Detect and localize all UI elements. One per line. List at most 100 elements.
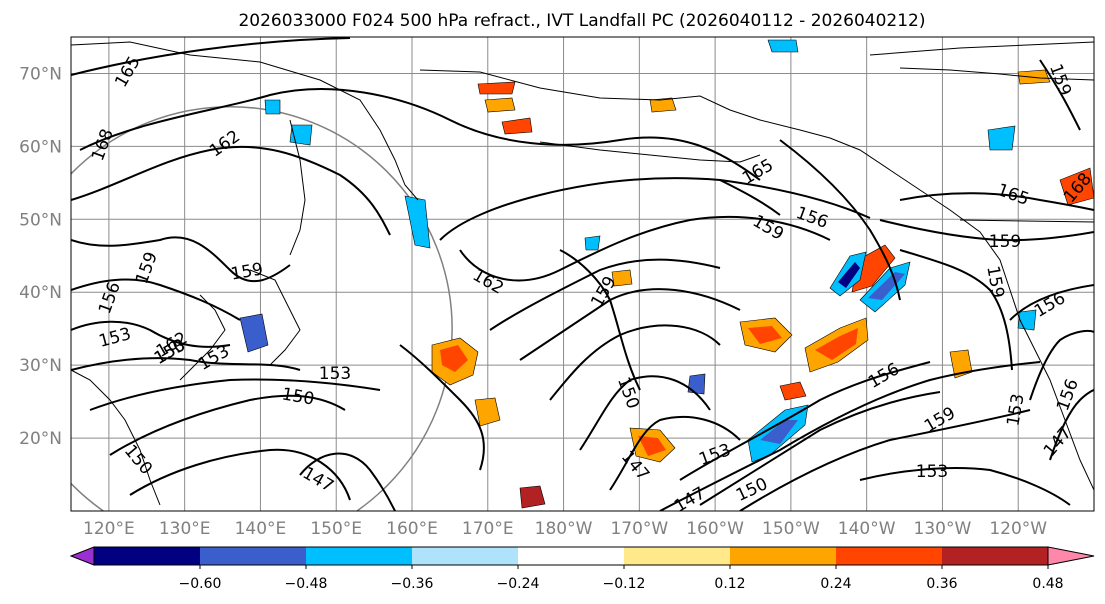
shade-patch [474,397,501,427]
shade-patch [484,97,516,113]
lat-tick-label: 50°N [19,210,62,230]
lon-tick-label: 160°E [386,519,438,539]
shade-patch [440,345,468,372]
shade-patch [638,436,666,456]
contour-line [459,215,831,282]
colorbar-extend-high [1047,546,1095,566]
contour-line [399,344,485,471]
contour-line [899,249,1013,371]
colorbar-tick-label: −0.48 [285,576,328,592]
contour-line [71,357,301,371]
contour-line [719,179,781,216]
shade-patch [987,125,1016,151]
contour-line [699,391,941,506]
shade-patch [239,313,269,353]
lon-tick-label: 140°W [838,519,896,539]
contour-line [489,258,721,331]
colorbar-tick-label: 0.36 [926,576,957,592]
contour-line [679,361,931,481]
contour-label: 159 [989,232,1021,252]
contour-line [779,139,901,301]
colorbar-swatch [94,547,201,565]
colorbar-swatch [942,547,1049,565]
colorbar-swatch [624,547,731,565]
contour-line [1009,284,1094,321]
shade-patch [815,328,858,360]
colorbar-swatch [200,547,307,565]
shade-patch [501,117,533,135]
shade-patch [687,373,706,395]
colorbar-frame [93,546,1049,566]
contour-line [299,452,396,511]
lat-tick-label: 70°N [19,64,62,84]
lon-tick-label: 150°E [310,519,362,539]
contour-line [89,378,381,411]
contour-line [71,320,231,348]
lat-tick-label: 60°N [19,137,62,157]
lon-tick-label: 130°W [914,519,972,539]
contour-line [71,278,241,321]
shade-patch [1059,167,1094,206]
colorbar-swatch [412,547,519,565]
lon-tick-label: 170°E [462,519,514,539]
contour-line [609,416,741,491]
contour-line [879,219,1094,242]
contour-line [859,467,1071,506]
lat-tick-label: 40°N [19,283,62,303]
lon-tick-label: 120°E [83,519,135,539]
colorbar-tick-label: −0.36 [391,576,434,592]
shade-patch [760,420,798,444]
lon-tick-label: 150°W [762,519,820,539]
shade-patch [584,235,601,251]
lon-tick-label: 120°W [989,519,1047,539]
colorbar: −0.60 −0.48 −0.36 −0.24 −0.12 0.12 0.24 0.36 0.4… [69,546,1095,592]
lat-tick-label: 30°N [19,356,62,376]
shade-patch [767,39,799,53]
contour-line [1039,59,1081,131]
colorbar-tick-label: −0.12 [603,576,646,592]
contours [71,37,1094,511]
colorbar-swatch [730,547,837,565]
colorbar-tick-label: −0.60 [179,576,222,592]
contour-label: 153 [319,364,351,384]
contour-line [1029,330,1094,401]
latitude-tick-labels: 70°N 60°N 50°N 40°N 30°N 20°N [19,64,62,449]
shade-patch [264,99,281,115]
colorbar-tick-label: 0.24 [820,576,851,592]
radius-circle [71,106,453,511]
contour-line [129,448,351,501]
contour-line [79,88,761,181]
contour-line [579,375,711,451]
colorbar-tick-label: −0.24 [497,576,540,592]
shade-patch [649,97,677,113]
shade-patch [404,195,431,249]
colorbar-extend-low [69,546,95,566]
shade-patch [779,381,807,401]
colorbar-tick-label: 0.48 [1032,576,1063,592]
contour-line [739,409,1031,511]
shade-patch [611,269,633,287]
contour-label: 153 [916,462,948,482]
contour-line [71,37,351,76]
contour-line [439,177,871,241]
colorbar-tick-label: 0.12 [714,576,745,592]
contour-line [659,361,1041,511]
contour-line [71,236,291,283]
colorbar-swatch [836,547,943,565]
lon-tick-label: 170°W [610,519,668,539]
colorbar-swatch [306,547,413,565]
lon-tick-label: 160°W [686,519,744,539]
lon-tick-label: 130°E [159,519,211,539]
contour-line [109,394,346,456]
contour-line [1049,389,1094,461]
map-background [71,37,1094,511]
lat-tick-label: 20°N [19,429,62,449]
shade-patch [477,81,516,95]
contour-line [71,145,391,236]
contour-line [559,249,641,391]
shade-patch [1017,309,1037,331]
colorbar-swatch [518,547,625,565]
shade-patch [838,262,860,288]
